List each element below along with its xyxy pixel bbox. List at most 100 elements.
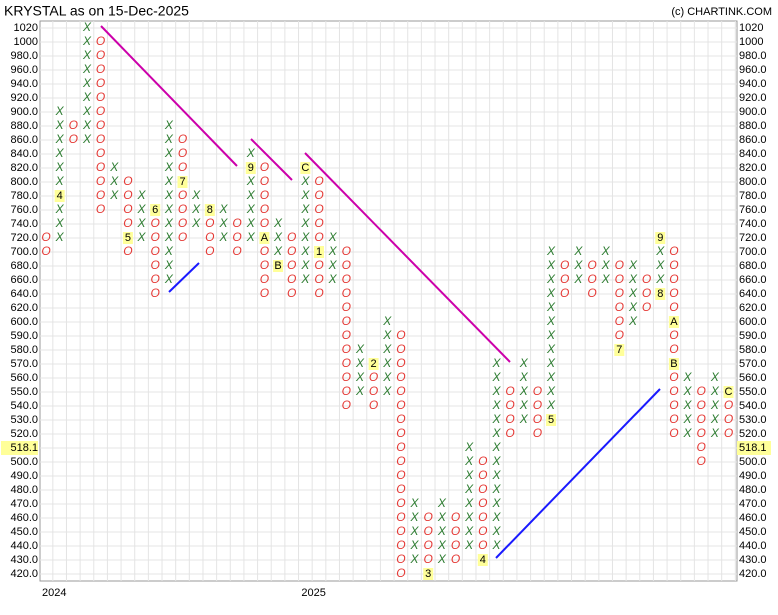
y-tick-label: 470.0 [739,498,767,510]
x-box: X [601,258,611,272]
y-tick-label: 740.0 [10,218,38,230]
month-label: C [301,162,309,174]
x-box: X [328,258,338,272]
o-box: O [587,286,596,300]
o-box: O [669,412,678,426]
o-box: O [478,538,487,552]
x-box: X [382,328,392,342]
x-box: X [300,230,310,244]
y-tick-label: 960.0 [10,64,38,76]
o-box: O [369,398,378,412]
month-label-bg [204,204,215,216]
month-label-bg [655,288,666,300]
o-column: O8OOO [204,204,215,258]
x-box: X [437,510,447,524]
month-label: 8 [657,288,663,300]
o-box: O [342,356,351,370]
o-box: O [96,160,105,174]
y-tick-label: 720.0 [739,232,767,244]
o-box: O [505,412,514,426]
o-box: O [123,174,132,188]
x-box: X [655,244,665,258]
o-box: O [396,412,405,426]
x-box: X [491,370,501,384]
o-box: O [396,426,405,440]
o-box: O [342,300,351,314]
o-box: O [478,496,487,510]
y-tick-label: 820.0 [739,162,767,174]
o-column: O6OOOOOO [150,204,161,300]
o-column: OOO [69,118,78,146]
x-box: X [437,552,447,566]
o-box: O [697,440,706,454]
o-box: O [123,244,132,258]
o-box: O [478,468,487,482]
y-tick-label: 500.0 [739,456,767,468]
o-box: O [369,370,378,384]
o-box: O [615,300,624,314]
x-box: X [382,314,392,328]
o-box: O [669,342,678,356]
y-tick-label: 700.0 [10,246,38,258]
o-box: O [178,216,187,230]
x-box: X [491,356,501,370]
x-box: X [300,216,310,230]
y-tick-label: 700.0 [739,246,767,258]
o-box: O [615,272,624,286]
o-column: OOO [41,230,50,258]
x-box: X [164,216,174,230]
o-box: O [396,538,405,552]
o-box: O [260,216,269,230]
o-box: O [669,426,678,440]
month-label: 1 [316,246,322,258]
x-box: X [491,482,501,496]
o-box: O [615,328,624,342]
o-box: O [342,314,351,328]
source: (c) CHARTINK.COM [671,6,772,18]
y-tick-label: 460.0 [739,512,767,524]
o-box: O [615,258,624,272]
o-box: O [205,216,214,230]
x-box: X [328,272,338,286]
y-tick-label: 920.0 [739,92,767,104]
x-box: X [601,244,611,258]
o-box: O [287,244,296,258]
x-box: X [355,342,365,356]
o-column: OOOOO5O [122,174,133,258]
month-label-bg [668,316,679,328]
x-box: X [109,174,119,188]
x-box: X [655,258,665,272]
o-box: O [96,188,105,202]
x-box: X [164,230,174,244]
x-box: X [300,272,310,286]
x-box: X [355,384,365,398]
x-box: X [464,496,474,510]
o-box: O [396,440,405,454]
month-label: B [670,358,677,370]
x-box: X [218,202,228,216]
y-tick-label: 1000 [739,36,763,48]
o-box: O [724,412,733,426]
x-box: X [464,524,474,538]
o-box: O [232,230,241,244]
o-box: O [451,524,460,538]
x-box: X [300,202,310,216]
o-box: O [96,62,105,76]
o-box: O [41,244,50,258]
x-box: X [546,356,556,370]
y-tick-label: 520.0 [739,428,767,440]
o-box: O [669,286,678,300]
x-box: X [546,272,556,286]
x-box: X [55,118,65,132]
x-box: X [546,258,556,272]
x-box: X [628,286,638,300]
y-tick-label: 440.0 [739,540,767,552]
o-box: O [260,286,269,300]
x-box: X [546,314,556,328]
y-tick-label: 580.0 [739,344,767,356]
o-box: O [314,216,323,230]
